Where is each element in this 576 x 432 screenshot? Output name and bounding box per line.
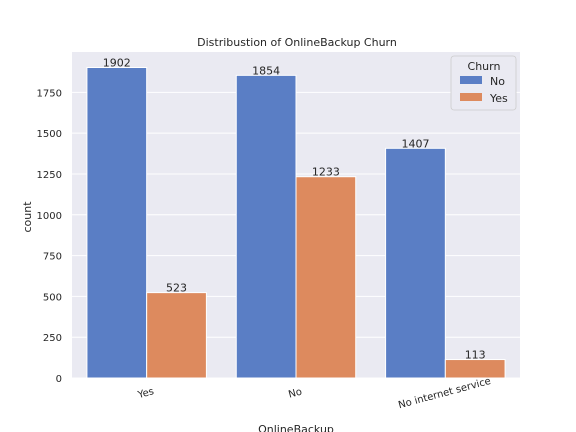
legend-label-yes: Yes: [489, 92, 508, 105]
bar-value-label: 1233: [312, 166, 340, 179]
bar-yes-0: [146, 292, 207, 379]
x-axis: Yes No No internet service: [136, 376, 492, 411]
chart-title: Distribustion of OnlineBackup Churn: [197, 36, 397, 49]
bar-labels: 1902 523 1854 1233 1407 113: [103, 57, 486, 362]
legend: Churn No Yes: [450, 55, 517, 111]
y-tick-label: 1750: [37, 88, 62, 99]
legend-swatch-yes: [460, 93, 482, 101]
bar-yes-1: [295, 176, 357, 379]
y-axis-label: count: [21, 201, 34, 233]
y-tick-label: 500: [43, 292, 62, 303]
bar-value-label: 523: [166, 282, 187, 295]
y-tick-label: 1500: [37, 129, 62, 140]
legend-label-no: No: [490, 75, 505, 88]
y-tick-label: 1000: [37, 211, 62, 222]
legend-title: Churn: [468, 60, 501, 73]
bar-value-label: 1854: [252, 64, 280, 77]
x-tick-label: No: [287, 387, 303, 401]
x-tick-label: No internet service: [397, 376, 492, 411]
legend-swatch-no: [460, 76, 482, 84]
bar-no-1: [235, 74, 297, 379]
bar-yes-2: [444, 359, 506, 379]
y-tick-label: 0: [56, 374, 62, 385]
y-tick-label: 750: [43, 252, 62, 263]
bar-value-label: 113: [465, 349, 486, 362]
y-tick-label: 1250: [37, 170, 62, 181]
bar-value-label: 1407: [401, 137, 429, 150]
x-tick-label: Yes: [136, 386, 155, 401]
y-axis: 0 250 500 750 1000 1250 1500 1750: [37, 88, 62, 385]
bar-no-2: [385, 147, 446, 379]
x-axis-label: OnlineBackup: [258, 423, 334, 432]
bar-no-0: [86, 67, 148, 379]
y-tick-label: 250: [43, 333, 62, 344]
bars: [86, 67, 506, 379]
bar-value-label: 1902: [103, 57, 131, 70]
